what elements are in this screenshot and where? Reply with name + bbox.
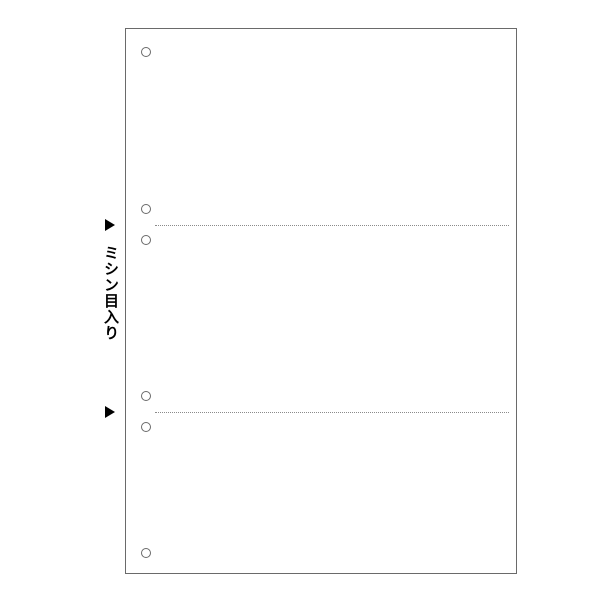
punch-hole — [141, 204, 151, 214]
punch-hole — [141, 548, 151, 558]
arrow-marker — [105, 406, 115, 418]
punch-hole — [141, 47, 151, 57]
arrow-marker — [105, 219, 115, 231]
perforation-line — [155, 412, 509, 413]
diagram-canvas: ミシン目入り — [0, 0, 600, 600]
punch-hole — [141, 235, 151, 245]
punch-hole — [141, 422, 151, 432]
perforation-label: ミシン目入り — [100, 245, 121, 341]
perforation-line — [155, 225, 509, 226]
punch-hole — [141, 391, 151, 401]
paper-sheet — [125, 28, 517, 574]
